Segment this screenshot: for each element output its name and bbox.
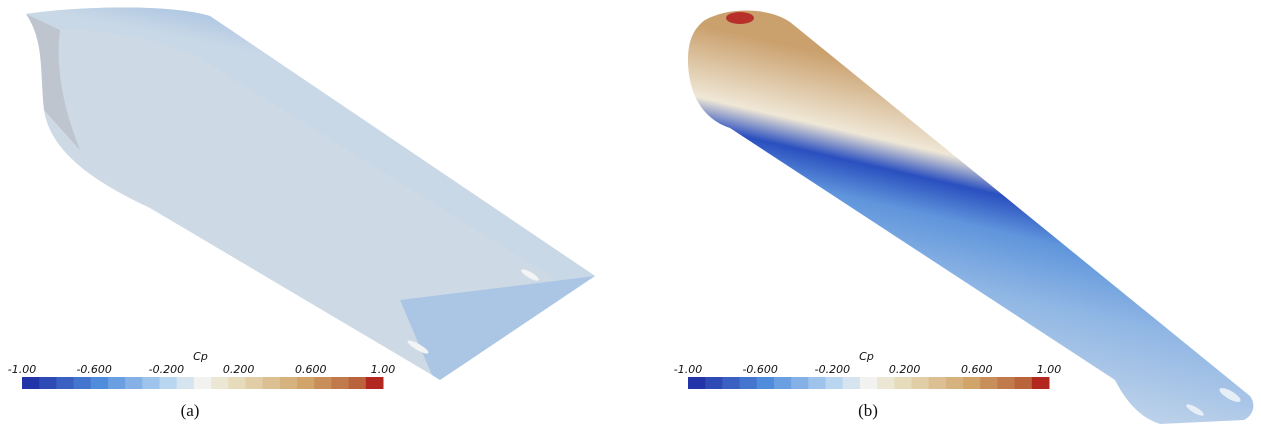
- colorbar-segment: [91, 377, 109, 389]
- colorbar-segment: [929, 377, 947, 389]
- colorbar-segment: [125, 377, 143, 389]
- colorbar-tick-label: -1.00: [8, 363, 36, 376]
- hull-b: [688, 10, 1253, 424]
- colorbar-tick-label: -1.00: [674, 363, 702, 376]
- colorbar-title: Cp: [859, 350, 874, 363]
- colorbar-segment: [980, 377, 998, 389]
- colorbar-segment: [1032, 377, 1050, 389]
- colorbar-segment: [757, 377, 775, 389]
- colorbar-tick-label: 0.200: [889, 363, 921, 376]
- colorbar-segment: [314, 377, 332, 389]
- colorbar-tick-label: -0.600: [742, 363, 777, 376]
- colorbar-segment: [911, 377, 929, 389]
- colorbar-segment: [194, 377, 212, 389]
- colorbar-segment: [142, 377, 160, 389]
- colorbar-segment: [705, 377, 723, 389]
- colorbar-segment: [860, 377, 878, 389]
- colorbar-segment: [280, 377, 298, 389]
- colorbar-segment: [894, 377, 912, 389]
- colorbar-segment: [177, 377, 195, 389]
- colorbar-segment: [56, 377, 74, 389]
- colorbar-segment: [263, 377, 281, 389]
- colorbar-tick-label: 1.00: [371, 363, 396, 376]
- colorbar-segment: [349, 377, 367, 389]
- colorbar-tick-label: -0.600: [76, 363, 111, 376]
- colorbar-segment: [211, 377, 229, 389]
- colorbar-segment: [1015, 377, 1033, 389]
- colorbar-segment: [997, 377, 1015, 389]
- colorbar-segment: [774, 377, 792, 389]
- colorbar-segment: [245, 377, 263, 389]
- colorbar-segment: [740, 377, 758, 389]
- colorbar-segment: [366, 377, 384, 389]
- colorbar-segment: [22, 377, 40, 389]
- figure: Cp -1.00 -0.600 -0.200 0.200 0.600 1.00 (a) Cp -1…: [0, 0, 1261, 436]
- colorbar-segment: [108, 377, 126, 389]
- colorbar-segment: [946, 377, 964, 389]
- colorbar-tick-label: -0.200: [815, 363, 850, 376]
- colorbar-tick-label: 0.200: [223, 363, 255, 376]
- panel-caption: (a): [181, 401, 200, 420]
- colorbar-segment: [688, 377, 706, 389]
- panel-caption: (b): [858, 401, 878, 420]
- hull-a: [26, 8, 595, 381]
- colorbar-segment: [722, 377, 740, 389]
- colorbar-segment: [791, 377, 809, 389]
- colorbar-tick-label: 1.00: [1037, 363, 1062, 376]
- colorbar-segment: [826, 377, 844, 389]
- colorbar-tick-label: 0.600: [295, 363, 327, 376]
- colorbar-tick-label: -0.200: [149, 363, 184, 376]
- colorbar-segment: [297, 377, 315, 389]
- colorbar-title: Cp: [193, 350, 208, 363]
- colorbar-segment: [843, 377, 861, 389]
- colorbar-segment: [74, 377, 92, 389]
- colorbar-segment: [331, 377, 349, 389]
- colorbar-tick-label: 0.600: [961, 363, 993, 376]
- colorbar-segment: [228, 377, 246, 389]
- colorbar-segment: [39, 377, 57, 389]
- colorbar-segment: [808, 377, 826, 389]
- colorbar-segment: [160, 377, 178, 389]
- colorbar-segment: [877, 377, 895, 389]
- colorbars: Cp -1.00 -0.600 -0.200 0.200 0.600 1.00 (a) Cp -1…: [8, 350, 1061, 420]
- colorbar-segment: [963, 377, 981, 389]
